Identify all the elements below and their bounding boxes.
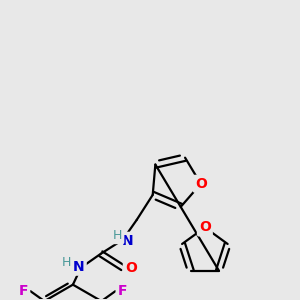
Text: F: F [118,284,127,298]
Text: N: N [122,234,134,248]
Text: O: O [195,177,207,191]
Text: H: H [62,256,72,269]
Text: F: F [19,284,28,298]
Text: H: H [113,229,122,242]
Text: O: O [125,261,137,275]
Text: N: N [73,260,85,274]
Text: O: O [199,220,211,234]
